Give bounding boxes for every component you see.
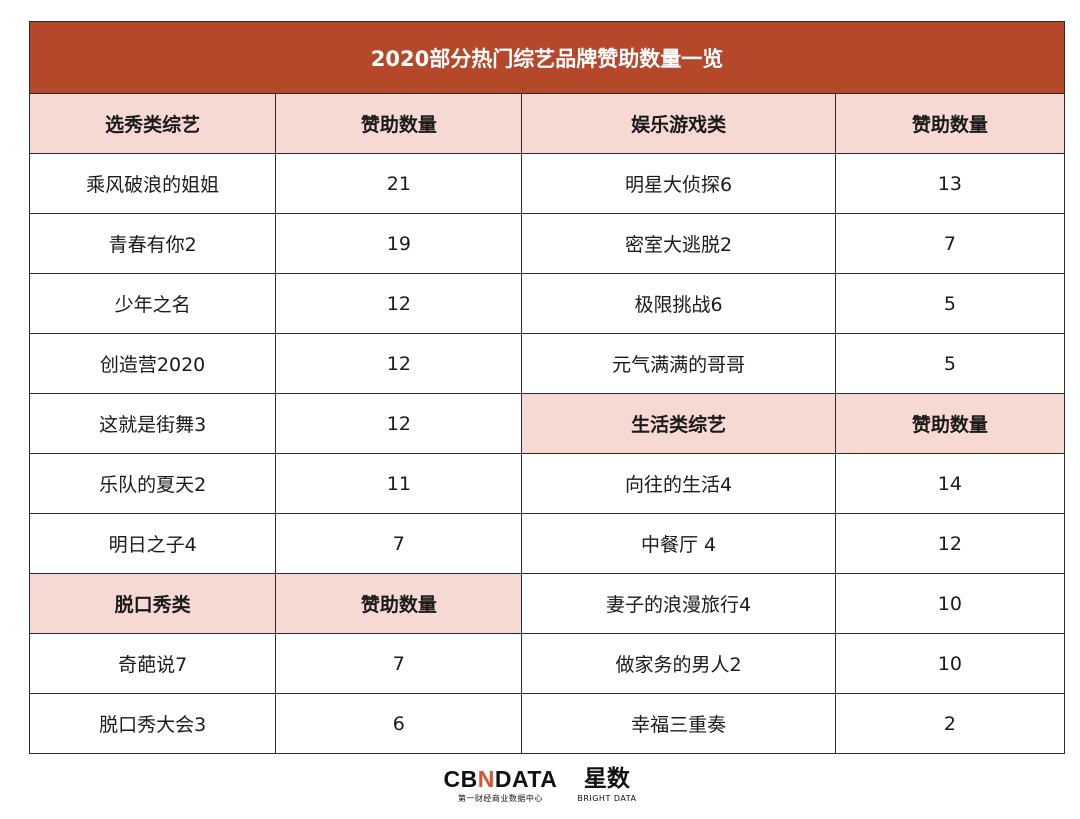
sponsor-count: 19: [275, 213, 523, 274]
show-name: 明星大侦探6: [521, 153, 836, 214]
table-title: 2020部分热门综艺品牌赞助数量一览: [29, 21, 1065, 94]
brightdata-logo: 星数 BRIGHT DATA: [577, 766, 636, 805]
show-name: 乐队的夏天2: [28, 453, 277, 514]
sponsor-count: 5: [834, 333, 1066, 394]
cbndata-logo: CBNDATA 第一财经商业数据中心: [444, 766, 558, 805]
sponsor-count: 13: [834, 153, 1066, 214]
sponsor-count: 5: [834, 273, 1066, 334]
sponsor-count: 6: [275, 693, 523, 754]
cbndata-wordmark: CBNDATA: [444, 766, 558, 792]
sponsor-count: 7: [275, 633, 523, 694]
count-header-talk-show: 赞助数量: [275, 573, 523, 634]
show-name: 奇葩说7: [28, 633, 277, 694]
show-name: 极限挑战6: [521, 273, 836, 334]
show-name: 妻子的浪漫旅行4: [521, 573, 836, 634]
table-row: 青春有你2 19 密室大逃脱2 7: [28, 213, 1066, 274]
sponsor-count: 7: [834, 213, 1066, 274]
sponsor-count: 10: [834, 573, 1066, 634]
show-name: 向往的生活4: [521, 453, 836, 514]
sponsor-count: 11: [275, 453, 523, 514]
cbndata-wordmark-accent: N: [477, 766, 495, 792]
sponsor-count: 12: [275, 333, 523, 394]
sponsor-count: 12: [834, 513, 1066, 574]
sponsor-count: 21: [275, 153, 523, 214]
show-name: 青春有你2: [28, 213, 277, 274]
sponsor-count: 10: [834, 633, 1066, 694]
table-row: 明日之子4 7 中餐厅 4 12: [28, 513, 1066, 574]
table-row: 脱口秀大会3 6 幸福三重奏 2: [28, 693, 1066, 754]
sponsor-count: 2: [834, 693, 1066, 754]
show-name: 做家务的男人2: [521, 633, 836, 694]
sponsor-count: 14: [834, 453, 1066, 514]
show-name: 少年之名: [28, 273, 277, 334]
cbndata-tagline: 第一财经商业数据中心: [457, 794, 543, 803]
count-header-talent-show: 赞助数量: [275, 93, 523, 154]
show-name: 密室大逃脱2: [521, 213, 836, 274]
show-name: 中餐厅 4: [521, 513, 836, 574]
show-name: 乘风破浪的姐姐: [28, 153, 277, 214]
show-name: 创造营2020: [28, 333, 277, 394]
table-row: 乘风破浪的姐姐 21 明星大侦探6 13: [28, 153, 1066, 214]
table-row: 奇葩说7 7 做家务的男人2 10: [28, 633, 1066, 694]
table-row: 这就是街舞3 12 生活类综艺 赞助数量: [28, 393, 1066, 454]
table-row: 脱口秀类 赞助数量 妻子的浪漫旅行4 10: [28, 573, 1066, 634]
table-row: 选秀类综艺 赞助数量 娱乐游戏类 赞助数量: [28, 93, 1066, 154]
brightdata-wordmark-en: BRIGHT DATA: [577, 794, 637, 803]
category-header-entertainment-game: 娱乐游戏类: [521, 93, 836, 154]
count-header-lifestyle: 赞助数量: [834, 393, 1066, 454]
show-name: 幸福三重奏: [521, 693, 836, 754]
show-name: 元气满满的哥哥: [521, 333, 836, 394]
cbndata-wordmark-suffix: DATA: [494, 766, 558, 792]
table-row: 创造营2020 12 元气满满的哥哥 5: [28, 333, 1066, 394]
brightdata-wordmark-cn: 星数: [583, 766, 630, 792]
sponsor-count: 12: [275, 273, 523, 334]
show-name: 这就是街舞3: [28, 393, 277, 454]
title-row: 2020部分热门综艺品牌赞助数量一览: [29, 21, 1065, 94]
show-name: 明日之子4: [28, 513, 277, 574]
footer-logos: CBNDATA 第一财经商业数据中心 星数 BRIGHT DATA: [0, 766, 1080, 805]
table-row: 少年之名 12 极限挑战6 5: [28, 273, 1066, 334]
count-header-entertainment-game: 赞助数量: [834, 93, 1066, 154]
category-header-talk-show: 脱口秀类: [28, 573, 277, 634]
category-header-talent-show: 选秀类综艺: [28, 93, 277, 154]
sponsor-count: 12: [275, 393, 523, 454]
sponsorship-table: 2020部分热门综艺品牌赞助数量一览 选秀类综艺 赞助数量 娱乐游戏类 赞助数量…: [28, 21, 1066, 754]
cbndata-wordmark-prefix: CB: [443, 766, 478, 792]
table-row: 乐队的夏天2 11 向往的生活4 14: [28, 453, 1066, 514]
show-name: 脱口秀大会3: [28, 693, 277, 754]
sponsor-count: 7: [275, 513, 523, 574]
category-header-lifestyle: 生活类综艺: [521, 393, 836, 454]
